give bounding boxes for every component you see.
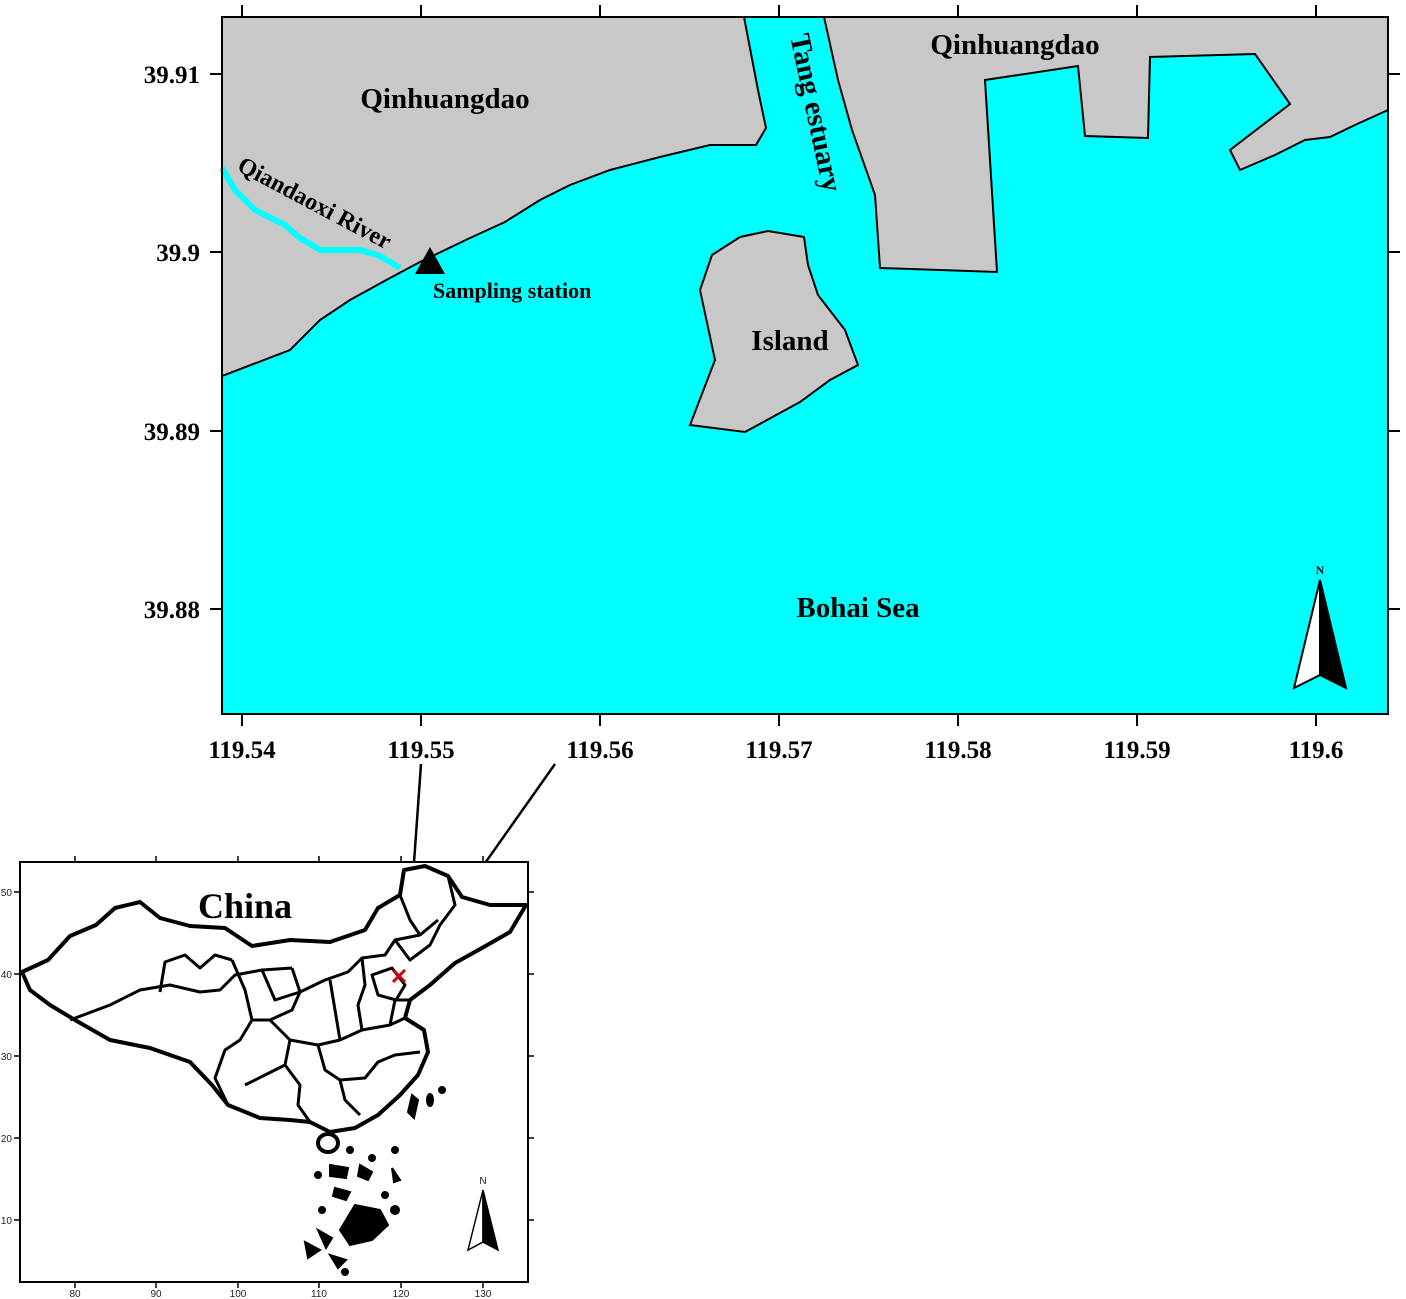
inset-y-tick-marks xyxy=(14,891,534,1221)
inset-y-label-40: 40 xyxy=(1,970,13,981)
inset-north-label: N xyxy=(479,1176,486,1187)
north-arrow-icon: N xyxy=(1292,563,1348,690)
inset-north-arrow-icon: N xyxy=(466,1176,500,1252)
inset-x-label-80: 80 xyxy=(69,1289,81,1299)
inset-x-label-100: 100 xyxy=(230,1289,247,1299)
inset-y-label-20: 20 xyxy=(1,1134,13,1145)
label-qinhuangdao-west: Qinhuangdao xyxy=(360,83,529,115)
map-frame xyxy=(221,16,1389,715)
inset-y-label-50: 50 xyxy=(1,888,13,899)
label-qinhuangdao-east: Qinhuangdao xyxy=(930,29,1099,61)
lon-label-119-58: 119.58 xyxy=(924,737,991,764)
inset-map-china: China 50 40 30 20 10 xyxy=(1,856,534,1299)
inset-title: China xyxy=(198,886,292,926)
lon-label-119-57: 119.57 xyxy=(745,737,812,764)
islands xyxy=(303,1086,446,1276)
qiandaoxi-river xyxy=(219,166,402,271)
inset-y-label-30: 30 xyxy=(1,1052,13,1063)
lat-label-39-89: 39.89 xyxy=(144,419,200,446)
province-borders xyxy=(69,875,457,1123)
lat-tick-marks xyxy=(210,73,1400,610)
inset-x-tick-marks xyxy=(74,856,484,1288)
inset-x-label-130: 130 xyxy=(475,1289,492,1299)
inset-x-label-110: 110 xyxy=(311,1289,327,1299)
main-map: 39.91 39.9 39.89 39.88 119.54 119.55 119… xyxy=(144,5,1400,764)
location-marker xyxy=(391,968,407,984)
label-sampling-station: Sampling station xyxy=(433,278,591,303)
lon-label-119-55: 119.55 xyxy=(387,737,454,764)
inset-x-label-90: 90 xyxy=(150,1289,162,1299)
label-island: Island xyxy=(751,325,828,357)
east-land xyxy=(822,16,1389,274)
lat-label-39-9: 39.9 xyxy=(156,240,200,267)
lon-label-119-56: 119.56 xyxy=(566,737,633,764)
west-land xyxy=(221,16,768,378)
lat-label-39-91: 39.91 xyxy=(144,62,200,89)
inset-x-label-120: 120 xyxy=(393,1289,410,1299)
north-arrow-label: N xyxy=(1316,563,1325,577)
inset-y-label-10: 10 xyxy=(1,1216,13,1227)
lon-tick-marks xyxy=(241,5,1317,726)
label-bohai-sea: Bohai Sea xyxy=(796,592,920,624)
lon-label-119-59: 119.59 xyxy=(1103,737,1170,764)
sampling-station-marker xyxy=(415,247,445,274)
lon-label-119-54: 119.54 xyxy=(208,737,276,764)
island xyxy=(688,229,860,434)
lon-label-119-6: 119.6 xyxy=(1289,737,1344,764)
lat-label-39-88: 39.88 xyxy=(144,597,200,624)
